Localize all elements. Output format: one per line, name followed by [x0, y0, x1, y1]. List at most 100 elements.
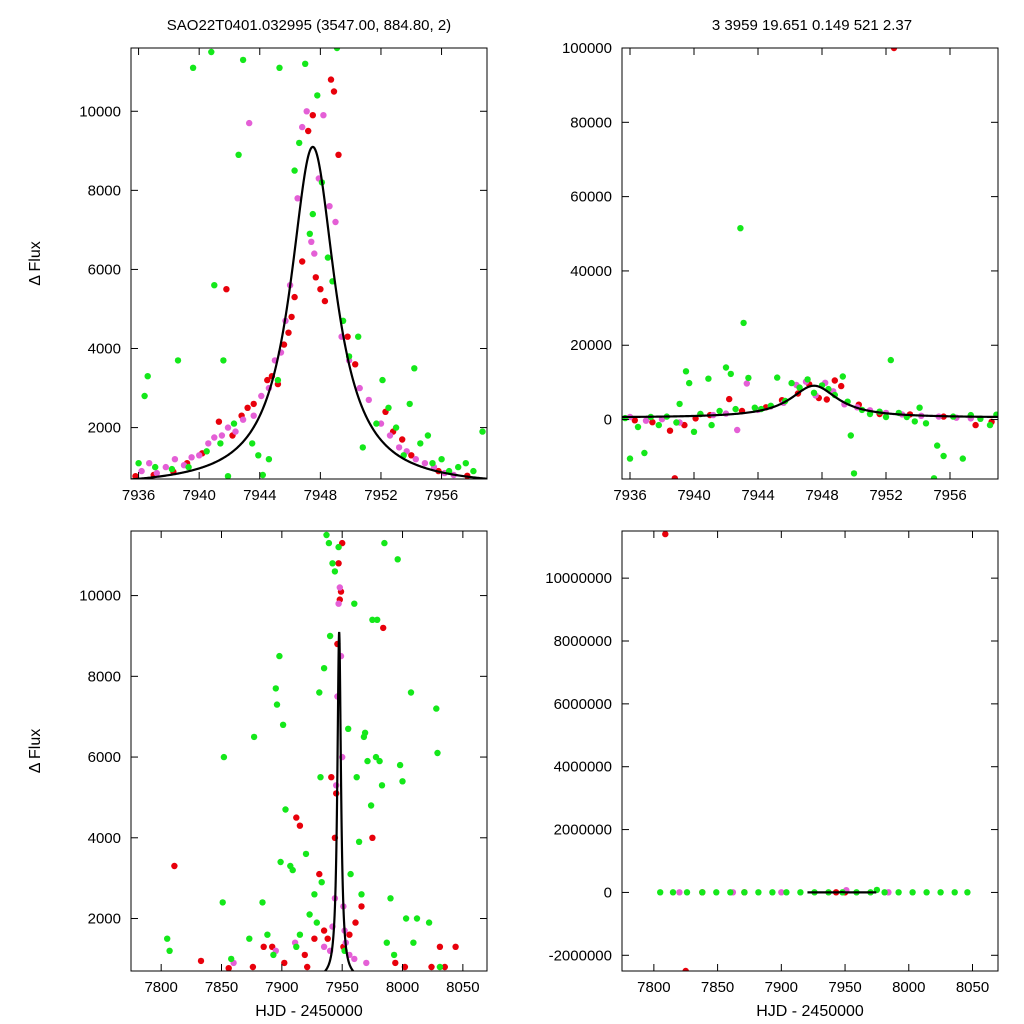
red-data-point: [401, 963, 409, 971]
model-fit-curve: [323, 631, 355, 971]
green-data-point: [964, 889, 971, 896]
x-tick-label: 7900: [265, 979, 298, 996]
red-data-point: [312, 274, 319, 281]
green-data-point: [376, 757, 383, 765]
green-data-point: [425, 919, 433, 926]
magenta-data-point: [232, 428, 239, 435]
green-data-point: [282, 806, 289, 813]
red-data-point: [317, 286, 324, 293]
red-data-point: [281, 959, 288, 967]
green-data-point: [378, 782, 386, 789]
green-data-point: [369, 616, 376, 623]
plot-area: [657, 531, 971, 971]
red-data-point: [301, 951, 308, 959]
red-data-point: [171, 862, 178, 870]
x-tick-label: 7950: [828, 979, 861, 996]
green-data-point: [166, 947, 173, 954]
red-data-point: [452, 943, 459, 950]
magenta-data-point: [778, 889, 785, 896]
green-data-point: [673, 419, 680, 426]
x-axis-label: HJD - 2450000: [255, 1003, 363, 1020]
green-data-point: [797, 889, 804, 896]
red-data-point: [291, 293, 298, 301]
green-data-point: [686, 379, 693, 387]
red-data-point: [666, 427, 674, 434]
green-data-point: [708, 421, 715, 429]
green-data-point: [239, 56, 247, 64]
x-tick-label: 7936: [122, 487, 155, 504]
red-data-point: [831, 377, 838, 384]
green-data-point: [705, 375, 712, 382]
y-tick-label: -2000000: [549, 947, 612, 964]
green-data-point: [850, 470, 858, 477]
y-tick-label: 10000: [79, 588, 121, 605]
y-tick-label: 80000: [570, 114, 612, 131]
magenta-data-point: [335, 600, 342, 607]
x-tick-label: 7956: [425, 487, 458, 504]
green-data-point: [296, 139, 303, 147]
green-data-point: [930, 475, 938, 479]
red-data-point: [296, 822, 304, 829]
red-data-point: [408, 452, 415, 459]
x-tick-label: 7850: [205, 979, 238, 996]
red-data-point: [346, 931, 353, 938]
red-data-point: [132, 473, 139, 479]
green-data-point: [141, 392, 148, 400]
magenta-data-point: [224, 424, 232, 431]
green-data-point: [320, 665, 328, 672]
green-data-point: [329, 560, 336, 567]
magenta-data-point: [365, 396, 372, 404]
magenta-data-point: [299, 123, 306, 131]
y-tick-label: 6000: [88, 749, 121, 766]
green-data-point: [219, 899, 226, 906]
green-data-point: [882, 413, 890, 421]
magenta-data-point: [412, 456, 419, 463]
green-data-point: [755, 889, 762, 896]
green-data-point: [249, 440, 256, 447]
green-data-point: [345, 725, 352, 732]
green-data-point: [314, 92, 321, 99]
x-axis-label: HJD - 2450000: [756, 1003, 864, 1020]
y-tick-label: 2000: [88, 420, 121, 437]
green-data-point: [959, 455, 966, 462]
green-data-point: [270, 951, 277, 959]
y-tick-label: 4000: [88, 830, 121, 847]
green-data-point: [413, 915, 421, 922]
green-data-point: [313, 919, 320, 926]
magenta-data-point: [395, 444, 403, 451]
y-tick-label: 8000: [88, 668, 121, 685]
red-data-point: [972, 421, 979, 429]
green-data-point: [276, 652, 283, 660]
red-data-point: [288, 313, 295, 321]
green-data-point: [347, 870, 354, 878]
green-data-point: [740, 319, 747, 327]
green-data-point: [323, 531, 330, 539]
green-data-point: [411, 365, 418, 372]
magenta-data-point: [211, 434, 218, 441]
green-data-point: [745, 374, 752, 382]
red-data-point: [244, 404, 251, 411]
red-data-point: [285, 329, 292, 336]
y-tick-label: 4000: [88, 341, 121, 358]
green-data-point: [683, 889, 691, 896]
magenta-data-point: [246, 119, 253, 127]
green-data-point: [434, 749, 441, 757]
green-data-point: [273, 701, 281, 708]
panel-top-right: 7936 7940 7944 7948 7952 7956 0 20000 40000 60000…: [562, 40, 999, 504]
green-data-point: [774, 374, 781, 381]
green-data-point: [399, 778, 406, 785]
green-data-point: [429, 460, 436, 467]
green-data-point: [937, 889, 944, 896]
green-data-point: [381, 539, 388, 547]
x-tick-label: 7850: [701, 979, 734, 996]
green-data-point: [228, 955, 235, 963]
green-data-point: [291, 167, 298, 174]
model-fit-curve: [131, 145, 487, 479]
green-data-point: [462, 460, 469, 467]
green-data-point: [203, 448, 210, 455]
red-data-point: [309, 112, 316, 119]
green-data-point: [246, 935, 253, 942]
x-tick-label: 8050: [956, 979, 989, 996]
magenta-data-point: [171, 456, 179, 463]
green-data-point: [333, 48, 341, 52]
